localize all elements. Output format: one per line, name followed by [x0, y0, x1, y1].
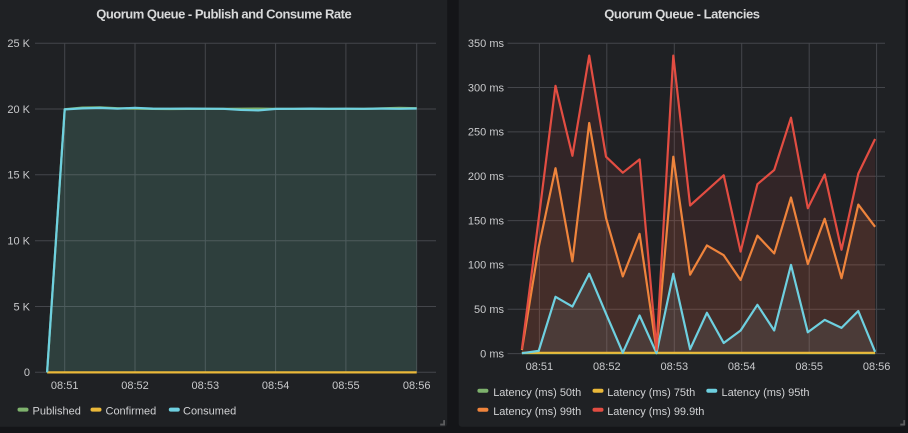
- svg-text:200 ms: 200 ms: [468, 171, 505, 183]
- svg-text:Latency (ms) 50th: Latency (ms) 50th: [493, 387, 581, 399]
- svg-text:Latency (ms) 75th: Latency (ms) 75th: [607, 387, 695, 399]
- svg-text:08:51: 08:51: [51, 380, 79, 392]
- svg-text:15 K: 15 K: [7, 170, 30, 182]
- svg-text:Published: Published: [33, 406, 81, 418]
- svg-text:08:55: 08:55: [332, 380, 360, 392]
- svg-text:0 ms: 0 ms: [480, 348, 504, 360]
- svg-text:Latency (ms) 99.9th: Latency (ms) 99.9th: [607, 406, 704, 418]
- svg-text:Quorum Queue - Publish and Con: Quorum Queue - Publish and Consume Rate: [96, 7, 351, 22]
- svg-text:50 ms: 50 ms: [474, 304, 504, 316]
- svg-text:5 K: 5 K: [13, 301, 30, 313]
- svg-text:250 ms: 250 ms: [468, 127, 505, 139]
- svg-text:Latency (ms) 99th: Latency (ms) 99th: [493, 406, 581, 418]
- svg-text:Confirmed: Confirmed: [106, 406, 157, 418]
- svg-text:08:52: 08:52: [121, 380, 149, 392]
- svg-text:08:53: 08:53: [192, 380, 220, 392]
- svg-text:300 ms: 300 ms: [468, 82, 505, 94]
- svg-text:Latency (ms) 95th: Latency (ms) 95th: [722, 387, 810, 399]
- svg-text:100 ms: 100 ms: [468, 260, 505, 272]
- svg-text:08:54: 08:54: [262, 380, 290, 392]
- svg-text:10 K: 10 K: [7, 236, 30, 248]
- svg-text:25 K: 25 K: [7, 38, 30, 50]
- svg-text:08:53: 08:53: [661, 361, 689, 373]
- svg-text:08:52: 08:52: [593, 361, 621, 373]
- svg-text:08:56: 08:56: [403, 380, 431, 392]
- svg-text:08:56: 08:56: [863, 361, 891, 373]
- svg-text:Quorum Queue - Latencies: Quorum Queue - Latencies: [604, 7, 760, 22]
- svg-text:150 ms: 150 ms: [468, 215, 505, 227]
- svg-text:350 ms: 350 ms: [468, 38, 505, 50]
- svg-text:0: 0: [24, 367, 30, 379]
- svg-text:08:55: 08:55: [795, 361, 823, 373]
- svg-text:08:51: 08:51: [526, 361, 554, 373]
- svg-text:20 K: 20 K: [7, 104, 30, 116]
- svg-text:Consumed: Consumed: [183, 406, 236, 418]
- svg-text:08:54: 08:54: [728, 361, 756, 373]
